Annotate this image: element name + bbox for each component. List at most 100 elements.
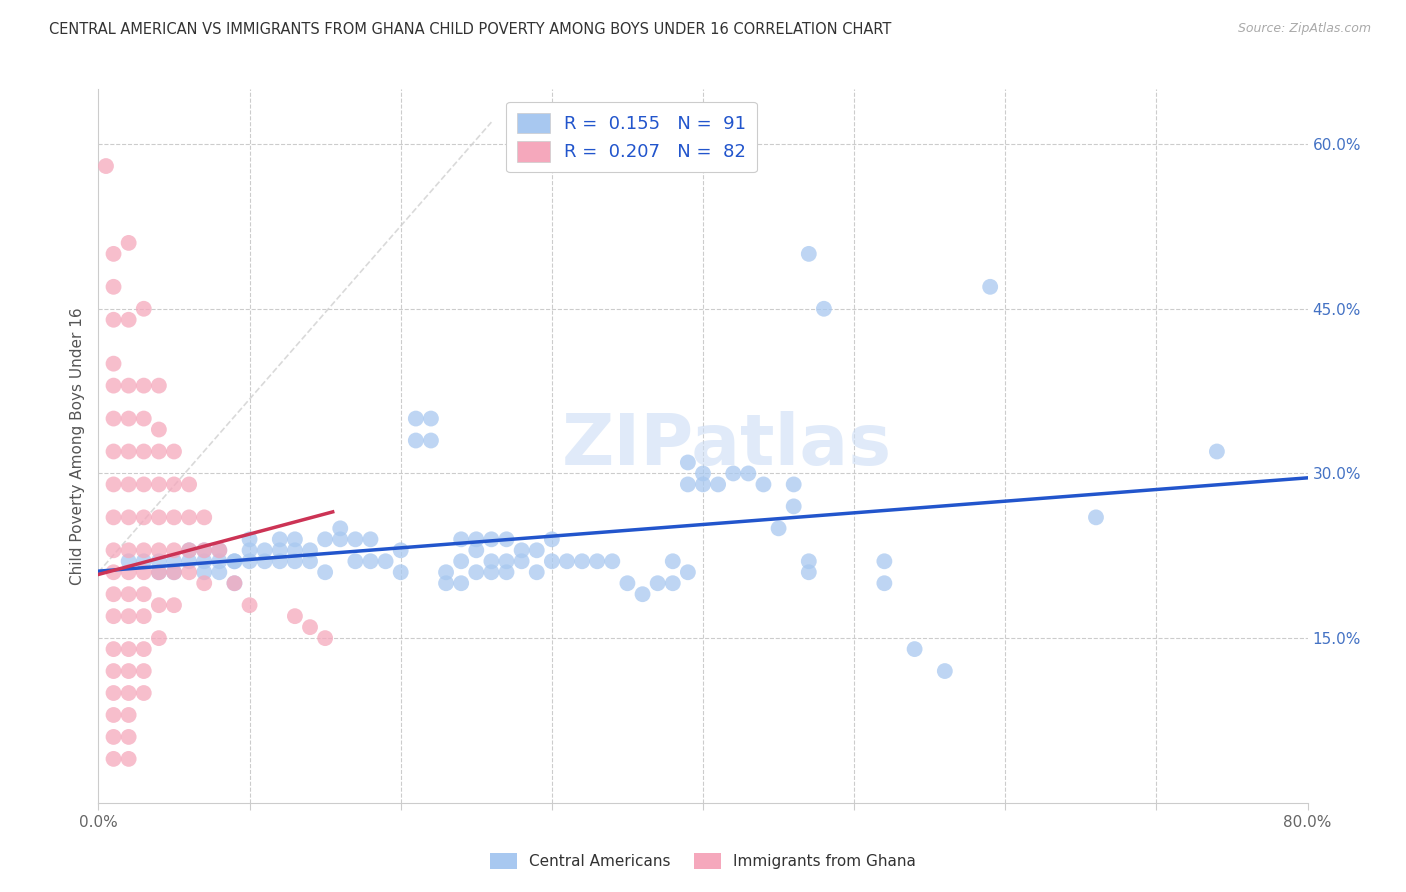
- Point: [148, 554, 170, 568]
- Point: [495, 554, 517, 568]
- Point: [374, 554, 396, 568]
- Point: [208, 566, 231, 580]
- Point: [193, 554, 215, 568]
- Point: [132, 543, 155, 558]
- Point: [360, 533, 382, 547]
- Point: [465, 543, 488, 558]
- Point: [465, 533, 488, 547]
- Point: [269, 543, 291, 558]
- Point: [450, 554, 472, 568]
- Point: [179, 566, 201, 580]
- Point: [284, 609, 307, 624]
- Point: [103, 708, 125, 723]
- Point: [132, 609, 155, 624]
- Point: [103, 752, 125, 766]
- Point: [103, 247, 125, 261]
- Point: [752, 477, 775, 491]
- Point: [118, 235, 141, 250]
- Point: [239, 554, 262, 568]
- Point: [103, 686, 125, 700]
- Point: [450, 576, 472, 591]
- Point: [1085, 510, 1108, 524]
- Text: CENTRAL AMERICAN VS IMMIGRANTS FROM GHANA CHILD POVERTY AMONG BOYS UNDER 16 CORR: CENTRAL AMERICAN VS IMMIGRANTS FROM GHAN…: [49, 22, 891, 37]
- Point: [193, 543, 215, 558]
- Point: [239, 533, 262, 547]
- Point: [148, 566, 170, 580]
- Point: [208, 543, 231, 558]
- Point: [118, 664, 141, 678]
- Point: [284, 533, 307, 547]
- Point: [253, 554, 276, 568]
- Point: [179, 477, 201, 491]
- Text: Source: ZipAtlas.com: Source: ZipAtlas.com: [1237, 22, 1371, 36]
- Point: [420, 411, 443, 425]
- Point: [495, 533, 517, 547]
- Point: [481, 554, 503, 568]
- Point: [132, 477, 155, 491]
- Point: [103, 510, 125, 524]
- Point: [904, 642, 927, 657]
- Point: [723, 467, 745, 481]
- Point: [284, 543, 307, 558]
- Point: [118, 312, 141, 326]
- Point: [148, 631, 170, 645]
- Point: [329, 533, 352, 547]
- Point: [208, 554, 231, 568]
- Point: [555, 554, 578, 568]
- Point: [148, 477, 170, 491]
- Point: [647, 576, 669, 591]
- Point: [132, 301, 155, 316]
- Point: [344, 554, 367, 568]
- Point: [118, 730, 141, 744]
- Point: [676, 477, 699, 491]
- Point: [661, 576, 683, 591]
- Point: [797, 554, 820, 568]
- Point: [329, 521, 352, 535]
- Point: [132, 664, 155, 678]
- Point: [163, 510, 186, 524]
- Text: ZIPatlas: ZIPatlas: [562, 411, 893, 481]
- Point: [193, 566, 215, 580]
- Point: [676, 566, 699, 580]
- Point: [873, 554, 896, 568]
- Point: [224, 576, 246, 591]
- Point: [661, 554, 683, 568]
- Point: [103, 378, 125, 392]
- Point: [813, 301, 835, 316]
- Point: [179, 543, 201, 558]
- Y-axis label: Child Poverty Among Boys Under 16: Child Poverty Among Boys Under 16: [69, 307, 84, 585]
- Point: [631, 587, 654, 601]
- Point: [434, 566, 457, 580]
- Point: [103, 280, 125, 294]
- Point: [314, 566, 336, 580]
- Point: [389, 543, 412, 558]
- Point: [118, 554, 141, 568]
- Point: [1206, 444, 1229, 458]
- Point: [797, 566, 820, 580]
- Point: [797, 247, 820, 261]
- Point: [224, 554, 246, 568]
- Point: [193, 576, 215, 591]
- Point: [103, 587, 125, 601]
- Point: [103, 642, 125, 657]
- Point: [768, 521, 790, 535]
- Point: [314, 631, 336, 645]
- Point: [179, 554, 201, 568]
- Point: [299, 543, 322, 558]
- Point: [148, 378, 170, 392]
- Point: [118, 609, 141, 624]
- Point: [103, 730, 125, 744]
- Point: [707, 477, 730, 491]
- Point: [132, 642, 155, 657]
- Point: [132, 554, 155, 568]
- Point: [103, 477, 125, 491]
- Point: [118, 708, 141, 723]
- Point: [224, 576, 246, 591]
- Point: [465, 566, 488, 580]
- Point: [103, 411, 125, 425]
- Point: [94, 159, 117, 173]
- Point: [163, 543, 186, 558]
- Legend: R =  0.155   N =  91, R =  0.207   N =  82: R = 0.155 N = 91, R = 0.207 N = 82: [506, 102, 756, 172]
- Point: [571, 554, 593, 568]
- Point: [934, 664, 956, 678]
